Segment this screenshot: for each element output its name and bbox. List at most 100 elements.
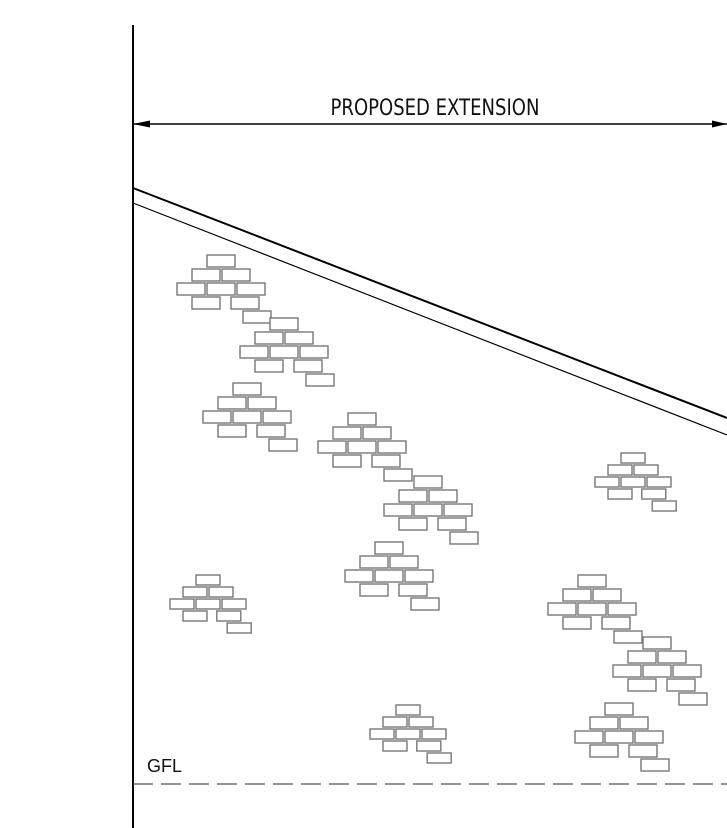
brick [398,489,428,503]
brick [627,678,657,692]
brick [242,310,272,324]
brick [620,476,646,488]
brick [395,728,421,740]
brick [317,440,347,454]
brick [389,555,419,569]
brick [232,382,262,396]
brick [371,454,401,468]
brick [604,702,634,716]
brick [383,468,413,482]
brick [236,282,266,296]
brick [398,517,428,531]
brick [607,488,633,500]
brick [604,730,634,744]
brick [640,758,670,772]
brick [404,569,434,583]
brick [383,503,413,517]
dimension-label: PROPOSED EXTENSION [331,94,540,120]
brick [421,728,447,740]
brick [577,602,607,616]
brick [182,586,208,598]
brick [230,296,260,310]
brick [672,664,702,678]
brick [256,424,286,438]
brick [657,650,687,664]
brick [398,583,428,597]
brick [382,740,408,752]
brick [628,744,658,758]
brick [589,744,619,758]
brick [666,678,696,692]
brick [547,602,577,616]
brick [247,396,277,410]
brick [299,345,329,359]
brick [191,296,221,310]
brick [195,574,221,586]
brick [627,650,657,664]
brick [268,438,298,452]
brick [182,610,208,622]
brick [332,454,362,468]
brick [221,598,247,610]
brick [416,740,442,752]
brick [641,488,667,500]
brick [217,424,247,438]
brick [574,730,604,744]
brick [206,282,236,296]
brick [195,598,221,610]
brick [254,331,284,345]
brick [601,616,631,630]
brick [262,410,292,424]
brick [305,373,335,387]
brick [344,569,374,583]
brick [216,610,242,622]
brick [374,541,404,555]
brick [594,476,620,488]
brick [642,664,672,678]
brick [226,622,252,634]
brick [408,716,434,728]
brick-hatching [169,254,708,772]
brick [426,752,452,764]
brick [678,692,708,706]
brick [651,500,677,512]
brick [589,716,619,730]
brick [428,489,458,503]
brick [217,396,247,410]
brick [377,440,407,454]
brick [413,475,443,489]
brick [239,345,269,359]
brick [359,583,389,597]
brick [613,630,643,644]
brick [254,359,284,373]
brick [369,728,395,740]
brick [607,464,633,476]
level-label: GFL [147,756,182,776]
brick [359,555,389,569]
brick [347,412,377,426]
brick [395,704,421,716]
brick [347,440,377,454]
brick [202,410,232,424]
brick [413,503,443,517]
brick [374,569,404,583]
brick [191,268,221,282]
brick [232,410,262,424]
brick [607,602,637,616]
brick [362,426,392,440]
brick [592,588,622,602]
brick [443,503,473,517]
brick [208,586,234,598]
brick [293,359,323,373]
brick [269,345,299,359]
dimension-arrow [712,120,727,128]
brick [169,598,195,610]
dimension-arrow [133,120,150,128]
brick [642,636,672,650]
brick [382,716,408,728]
brick [619,716,649,730]
brick [269,317,299,331]
roof-line [132,187,727,419]
brick [332,426,362,440]
